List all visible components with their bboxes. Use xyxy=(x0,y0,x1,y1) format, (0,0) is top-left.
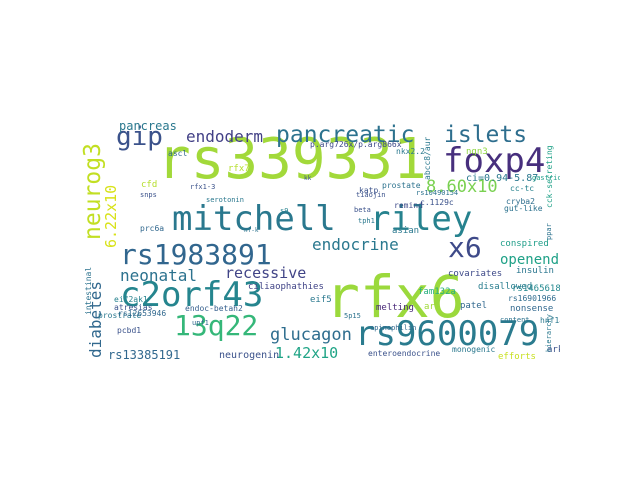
word: upf1 xyxy=(192,319,209,327)
word: rs1983891 xyxy=(120,238,272,271)
word: beta xyxy=(354,206,371,214)
word: serotonin xyxy=(206,196,244,204)
word: 13q22 xyxy=(174,309,259,342)
word: mitchell xyxy=(172,199,336,239)
word: endoderm xyxy=(186,127,264,146)
word: 1.42x10 xyxy=(275,344,339,361)
word: disallowed xyxy=(478,282,533,292)
word: s9 xyxy=(280,207,289,215)
word: fam132a xyxy=(418,287,456,297)
word: rfx6 xyxy=(325,263,465,331)
word: tiaojin xyxy=(356,191,386,199)
word: riley xyxy=(370,199,473,239)
word: rs1465618 xyxy=(512,284,560,294)
word: p.arg726x/p.arg866x xyxy=(310,140,402,149)
word: glucagon xyxy=(270,325,352,345)
word: recessive xyxy=(225,264,307,282)
word: rs9600079 xyxy=(355,314,540,354)
word: rs16901966 xyxy=(508,294,557,303)
word: foxp4 xyxy=(443,141,546,181)
word: ciliaophathies xyxy=(248,282,324,292)
word: snps xyxy=(140,191,157,199)
word: abcc8/aur xyxy=(423,136,432,180)
word: kk xyxy=(304,175,312,182)
word: ascl xyxy=(168,149,188,158)
word: hierarchy xyxy=(545,314,553,352)
word: rs13385191 xyxy=(108,348,181,360)
word: cryba2 xyxy=(506,197,535,206)
word: 8.60x10 xyxy=(426,177,498,197)
word-cloud: rs339331 rfx6 mitchell riley foxp4 c2orf… xyxy=(80,120,560,360)
word: remind xyxy=(394,201,423,210)
word: pancreas xyxy=(119,120,177,133)
word: patel xyxy=(460,301,488,311)
word: enteroendocrine xyxy=(368,349,441,358)
word: pancreatic xyxy=(276,122,415,148)
word: neonatal xyxy=(120,266,198,285)
word: tph1 xyxy=(358,217,375,225)
word: eif2ak1 xyxy=(114,295,148,304)
word: content xyxy=(500,316,530,324)
word: rs12653946 xyxy=(118,309,167,318)
word: arg xyxy=(424,302,441,312)
word: nonsense xyxy=(510,304,554,314)
word: intestinal xyxy=(84,266,93,315)
word: ppar xyxy=(545,223,553,240)
word: eif5 xyxy=(310,295,332,305)
word: efforts xyxy=(498,352,536,361)
word: ci=0.94-5.87 xyxy=(466,173,539,184)
word: monogenic xyxy=(452,345,496,354)
word: gip xyxy=(116,122,163,152)
word: melting xyxy=(376,303,414,313)
word: gastric xyxy=(532,174,560,182)
word: endoc-betah2 xyxy=(185,304,243,313)
word: neurogenin xyxy=(219,350,280,361)
word: gut-like xyxy=(504,204,543,213)
word: conspired xyxy=(500,239,549,249)
word: x6 xyxy=(448,231,482,264)
word: hnf1a xyxy=(540,316,560,325)
word: rfx1-3 xyxy=(190,183,216,191)
word: rs339331 xyxy=(157,127,427,192)
word: prostate xyxy=(382,181,421,190)
word: openendo xyxy=(500,252,560,268)
word: nf-k xyxy=(244,227,259,234)
word: pcbd1 xyxy=(117,326,142,335)
word: asian xyxy=(392,226,420,236)
word: islets xyxy=(444,122,528,148)
word: rfx7 xyxy=(228,164,250,174)
word: insulin xyxy=(516,266,554,276)
word: 5p15 xyxy=(344,312,361,320)
word: endocrine xyxy=(312,235,399,254)
word: cfd xyxy=(141,180,158,190)
word: atresias xyxy=(114,303,153,312)
word: nkx2.2 xyxy=(396,147,425,156)
word: 6.22x10 xyxy=(102,184,120,248)
word: c2orf43 xyxy=(120,275,264,315)
word: katp xyxy=(359,186,379,195)
word: ngn3 xyxy=(466,147,488,157)
word: c.1129c xyxy=(420,198,454,207)
word: cc-tc xyxy=(510,184,535,193)
word: covariates xyxy=(448,269,503,279)
word: rs10490154 xyxy=(416,189,459,197)
word: prc6a xyxy=(140,224,165,233)
word: spinophilin xyxy=(370,324,417,332)
word: prostrate xyxy=(98,311,142,320)
word: ark xyxy=(547,345,560,355)
